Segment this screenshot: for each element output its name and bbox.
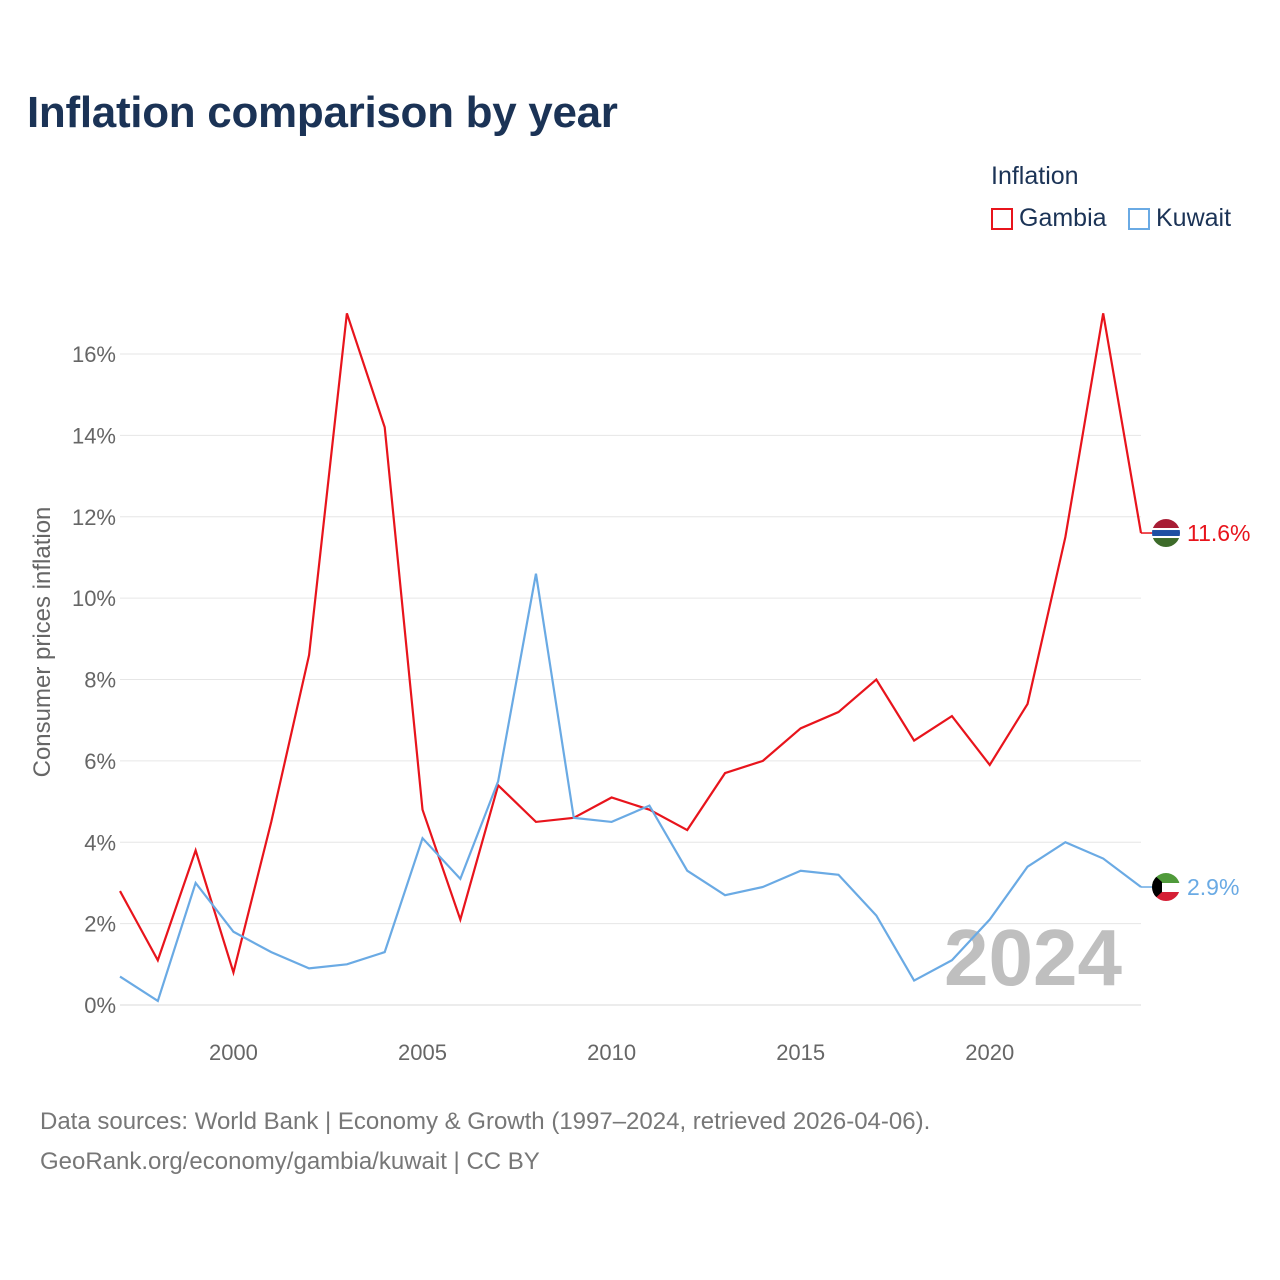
chart-title: Inflation comparison by year [27,88,618,137]
data-point-kuwait[interactable] [1062,839,1068,845]
y-tick-label: 2% [84,912,116,937]
data-point-gambia[interactable] [268,819,274,825]
y-tick-label: 12% [72,505,116,530]
data-point-gambia[interactable] [193,847,199,853]
data-point-kuwait[interactable] [533,571,539,577]
data-point-gambia[interactable] [722,770,728,776]
data-point-kuwait[interactable] [722,892,728,898]
data-point-kuwait[interactable] [684,868,690,874]
legend-swatch-gambia [991,207,1013,230]
data-point-kuwait[interactable] [457,876,463,882]
data-point-gambia[interactable] [1025,701,1031,707]
series-line-kuwait [119,573,1142,1003]
data-point-kuwait[interactable] [609,819,615,825]
legend-title: Inflation [991,162,1079,190]
data-point-gambia[interactable] [117,888,123,894]
data-point-kuwait[interactable] [873,912,879,918]
data-point-gambia[interactable] [1100,310,1106,316]
legend-item-kuwait[interactable]: Kuwait [1128,204,1231,233]
data-point-kuwait[interactable] [382,949,388,955]
data-point-gambia[interactable] [155,957,161,963]
y-tick-label: 4% [84,830,116,855]
data-point-kuwait[interactable] [230,929,236,935]
data-point-gambia[interactable] [949,713,955,719]
data-point-gambia[interactable] [760,758,766,764]
legend-label-kuwait: Kuwait [1156,204,1232,232]
data-point-kuwait[interactable] [949,957,955,963]
data-point-kuwait[interactable] [1025,864,1031,870]
footer-attribution: GeoRank.org/economy/gambia/kuwait | CC B… [40,1148,540,1175]
y-tick-label: 6% [84,749,116,774]
data-point-gambia[interactable] [533,819,539,825]
data-point-gambia[interactable] [609,794,615,800]
end-label-gambia: 11.6% [1187,520,1251,546]
y-tick-label: 8% [84,668,116,693]
x-tick-label: 2015 [776,1040,825,1065]
data-point-kuwait[interactable] [835,872,841,878]
data-point-gambia[interactable] [684,827,690,833]
kuwait-flag-icon [1152,873,1180,902]
x-tick-label: 2010 [587,1040,636,1065]
y-tick-label: 0% [84,993,116,1018]
y-axis-title: Consumer prices inflation [29,507,56,778]
legend-item-gambia[interactable]: Gambia [991,204,1107,233]
footer-source: Data sources: World Bank | Economy & Gro… [40,1108,931,1135]
x-tick-label: 2000 [209,1040,258,1065]
y-tick-label: 10% [72,586,116,611]
data-point-kuwait[interactable] [911,978,917,984]
year-watermark: 2024 [944,913,1122,1002]
data-point-gambia[interactable] [1062,534,1068,540]
end-label-kuwait: 2.9% [1187,874,1239,900]
data-point-gambia[interactable] [420,807,426,813]
data-point-gambia[interactable] [911,738,917,744]
x-tick-label: 2005 [398,1040,447,1065]
data-point-kuwait[interactable] [495,778,501,784]
line-chart: 0% 2% 4% 6% 8% 10% 12% 14% 16% 2000 2005 2010 2015 20… [29,310,1251,1065]
data-point-kuwait[interactable] [306,965,312,971]
data-point-gambia[interactable] [344,310,350,316]
x-tick-label: 2020 [965,1040,1014,1065]
data-point-kuwait[interactable] [117,974,123,980]
data-point-kuwait[interactable] [798,868,804,874]
data-point-gambia[interactable] [798,725,804,731]
data-point-gambia[interactable] [835,709,841,715]
data-point-gambia[interactable] [306,652,312,658]
data-point-kuwait[interactable] [344,961,350,967]
series-line-gambia [119,312,1143,977]
data-point-kuwait[interactable] [193,880,199,886]
legend-label-gambia: Gambia [1019,204,1107,232]
legend-swatch-kuwait [1128,207,1150,230]
data-point-kuwait[interactable] [646,803,652,809]
data-point-kuwait[interactable] [155,998,161,1004]
data-point-gambia[interactable] [987,762,993,768]
data-point-kuwait[interactable] [1100,856,1106,862]
data-point-kuwait[interactable] [760,884,766,890]
data-point-kuwait[interactable] [571,815,577,821]
data-point-kuwait[interactable] [420,835,426,841]
data-point-gambia[interactable] [230,969,236,975]
data-point-kuwait[interactable] [268,949,274,955]
data-point-gambia[interactable] [382,424,388,430]
y-tick-label: 16% [72,342,116,367]
data-point-kuwait[interactable] [987,917,993,923]
data-point-gambia[interactable] [457,917,463,923]
y-tick-label: 14% [72,423,116,448]
data-point-gambia[interactable] [873,677,879,683]
gambia-flag-icon [1152,519,1180,548]
